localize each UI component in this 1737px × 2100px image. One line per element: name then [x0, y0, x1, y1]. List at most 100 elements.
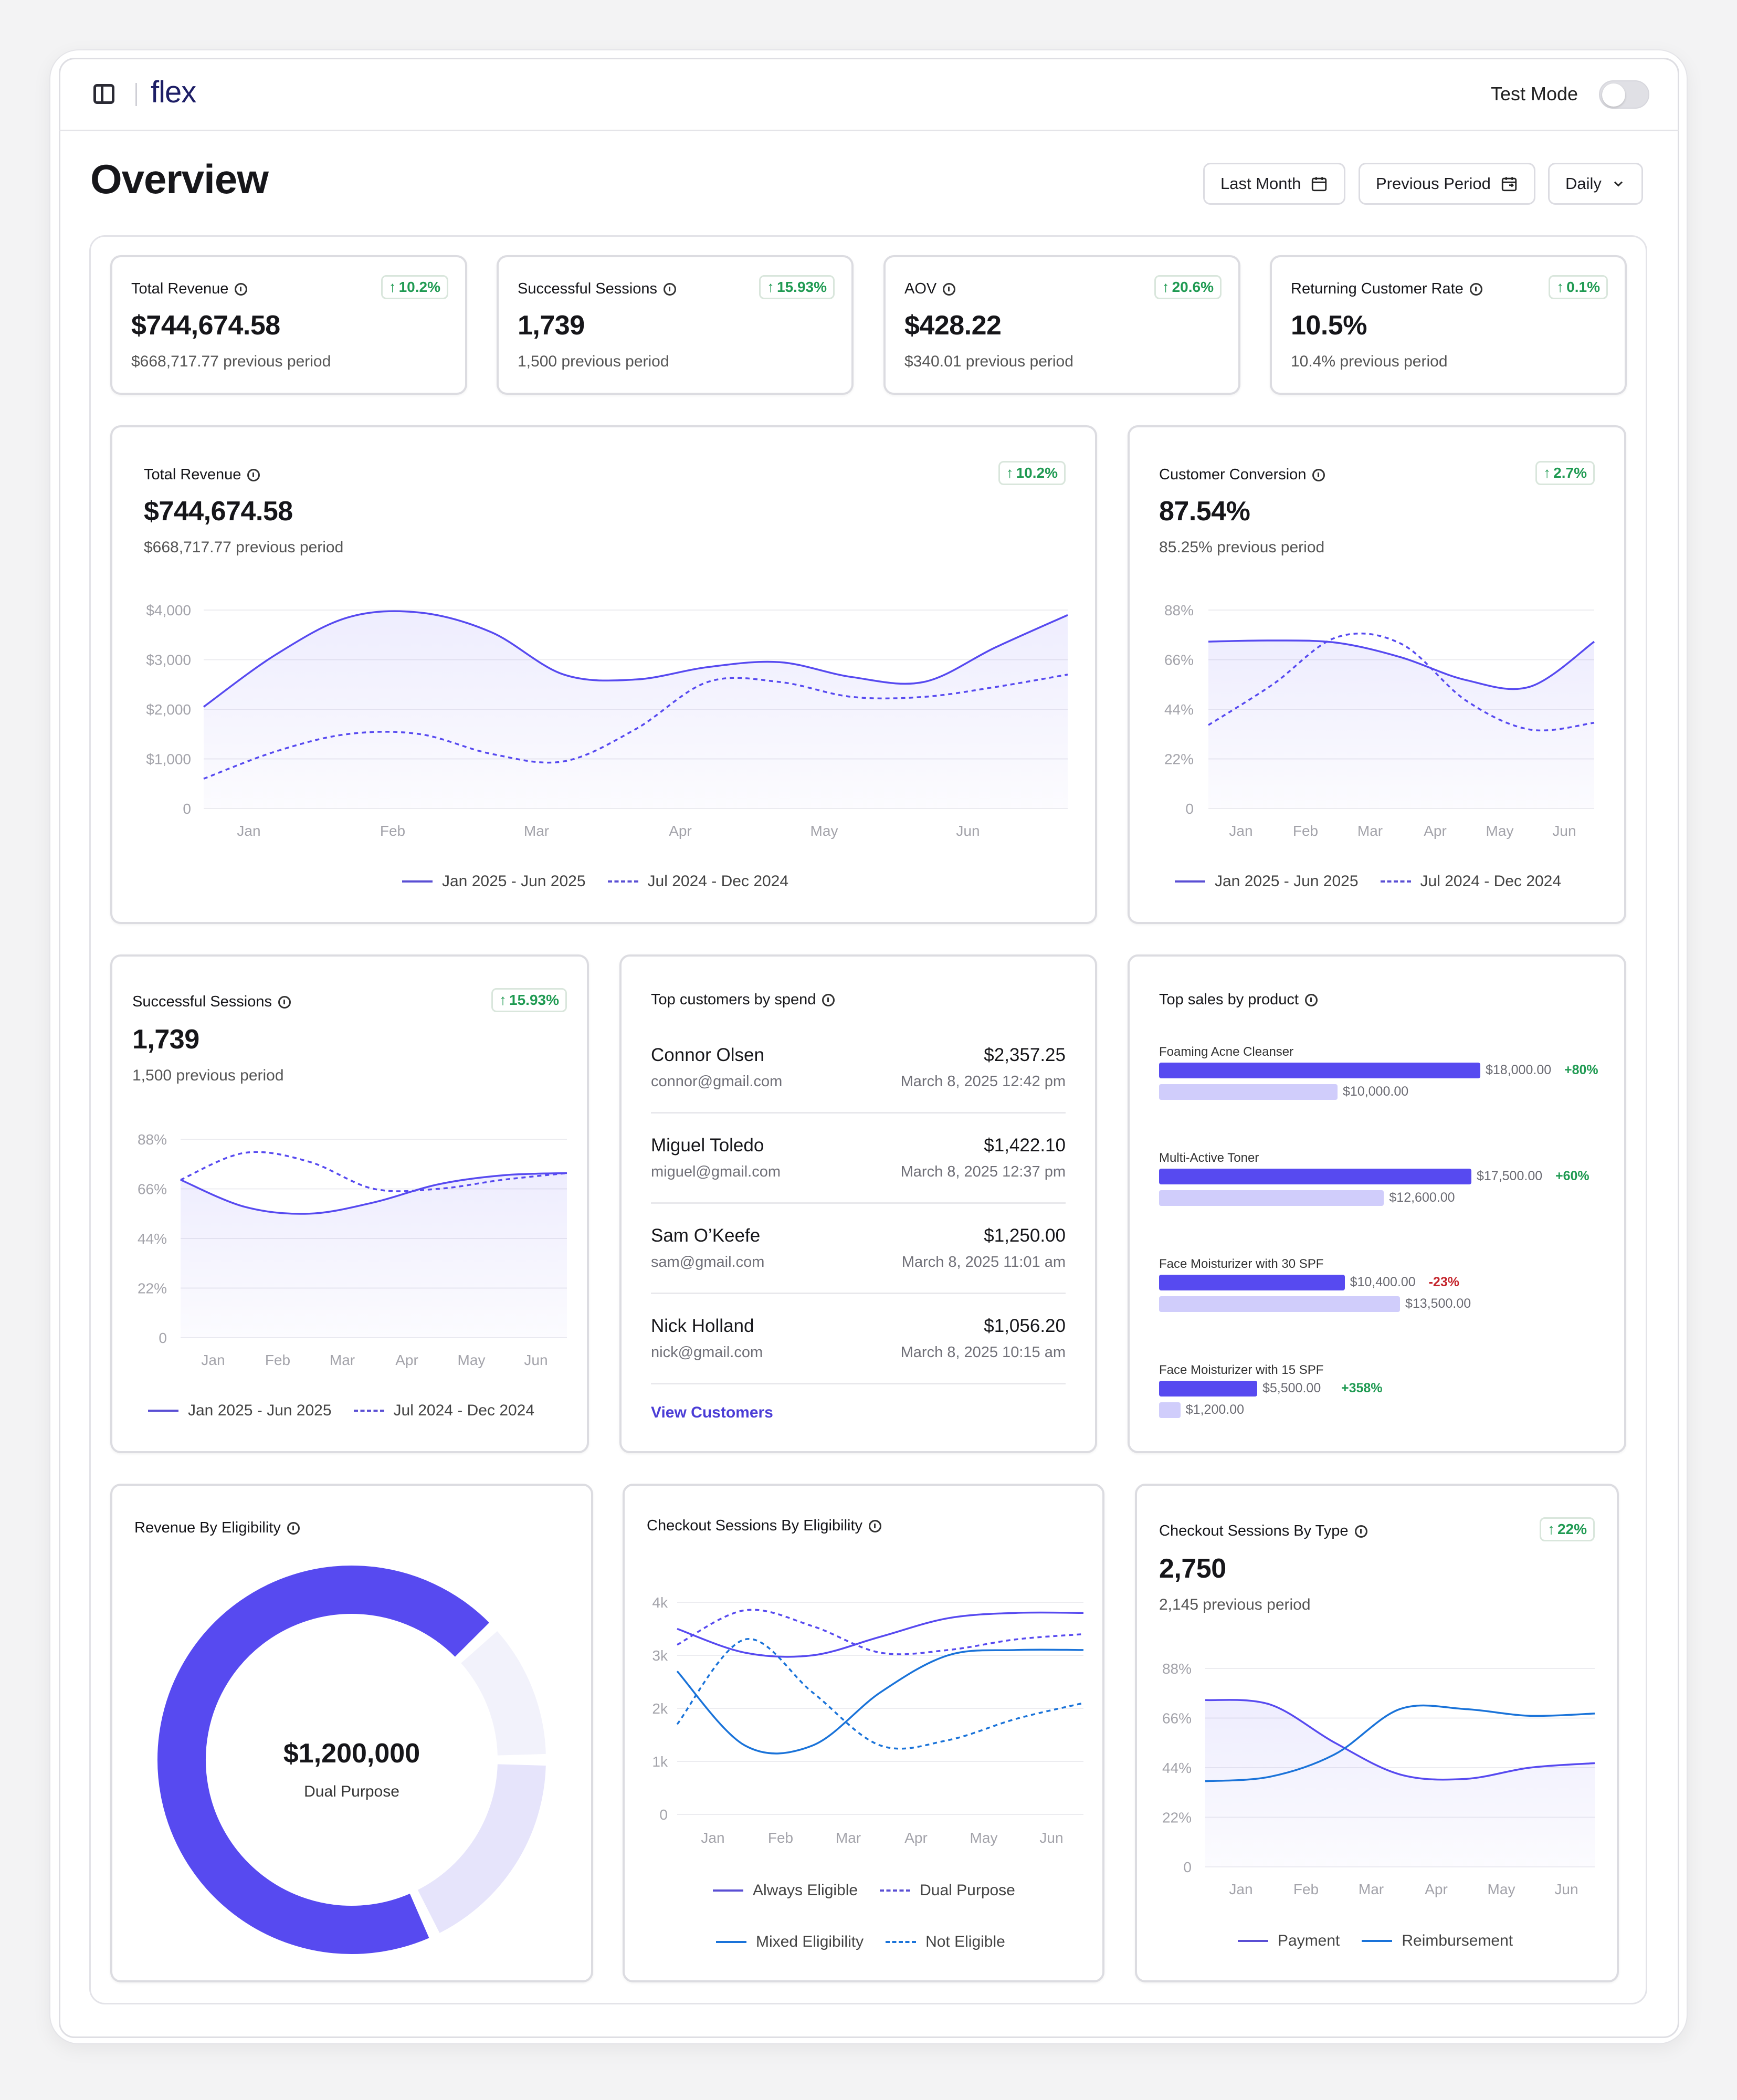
chart-value: 2,750	[1159, 1553, 1226, 1584]
customer-name[interactable]: Connor Olsen	[651, 1045, 764, 1065]
x-tick-label: Feb	[380, 823, 405, 839]
product-bar-previous[interactable]	[1159, 1402, 1181, 1418]
granularity-select[interactable]: Daily	[1548, 163, 1643, 205]
calendar-icon	[1312, 177, 1327, 192]
series-line-jul-2024-dec-2024[interactable]	[180, 1151, 567, 1192]
info-icon[interactable]	[943, 282, 956, 296]
customer-date: March 8, 2025 12:37 pm	[900, 1163, 1066, 1180]
checkout-eligibility-card: Checkout Sessions By Eligibility 0 1k 2k 3k…	[623, 1484, 1104, 1982]
chart-label-text: Checkout Sessions By Type	[1159, 1522, 1349, 1539]
product-current-value: $18,000.00	[1486, 1063, 1552, 1077]
x-tick-label: Mar	[1357, 823, 1383, 839]
product-bar-previous[interactable]	[1159, 1296, 1400, 1312]
info-icon[interactable]	[1469, 282, 1482, 296]
y-tick-label: 44%	[1164, 701, 1194, 718]
arrow-up-icon: ↑	[388, 279, 396, 295]
product-previous-value: $10,000.00	[1343, 1084, 1409, 1099]
chart-label-text: Checkout Sessions By Eligibility	[647, 1517, 863, 1534]
page-title: Overview	[90, 156, 269, 202]
kpi-label: Returning Customer Rate	[1291, 280, 1482, 298]
product-bar-current[interactable]	[1159, 1381, 1257, 1396]
info-icon[interactable]	[247, 468, 260, 481]
change-badge: ↑ 10.2%	[381, 275, 448, 299]
view-customers-link[interactable]: View Customers	[651, 1404, 773, 1421]
x-tick-label: May	[1486, 823, 1514, 839]
series-line-jan-2025-jun-2025[interactable]	[203, 610, 1068, 708]
chart-label: Customer Conversion	[1159, 466, 1325, 484]
series-line-mixed-eligibility[interactable]	[676, 1648, 1084, 1755]
donut-slice-3[interactable]	[417, 1763, 546, 1933]
x-tick-label: Apr	[395, 1352, 418, 1368]
chart-label: Revenue By Eligibility	[134, 1519, 300, 1537]
sidebar-toggle-icon[interactable]	[93, 84, 114, 104]
y-tick-label: 88%	[1164, 602, 1194, 618]
series-line-always-eligible[interactable]	[677, 1611, 1084, 1658]
chart-value: 1,739	[132, 1024, 199, 1055]
info-icon[interactable]	[1312, 468, 1325, 481]
y-tick-label: 0	[159, 1330, 167, 1346]
x-tick-label: Feb	[1293, 1881, 1319, 1897]
compare-period-button[interactable]: Previous Period	[1359, 163, 1535, 205]
chart-legend: Mixed Eligibility Not Eligible	[716, 1933, 1005, 1951]
product-current-value: $5,500.00	[1262, 1381, 1321, 1395]
chart-legend: Payment Reimbursement	[1238, 1932, 1513, 1950]
customer-name[interactable]: Nick Holland	[651, 1316, 754, 1336]
product-name: Face Moisturizer with 15 SPF	[1159, 1363, 1324, 1377]
series-line-payment[interactable]	[1205, 1699, 1595, 1781]
customer-conversion-chart-card: Customer Conversion ↑ 2.7% 87.54% 85.25% …	[1128, 425, 1626, 924]
x-tick-label: Jun	[524, 1352, 548, 1368]
test-mode-toggle[interactable]	[1599, 80, 1649, 109]
change-value: 0.1%	[1566, 279, 1600, 295]
product-change: +358%	[1341, 1381, 1383, 1395]
checkout-type-card: Checkout Sessions By Type ↑ 22% 2,750 2,1…	[1135, 1484, 1619, 1982]
product-bar-previous[interactable]	[1159, 1084, 1338, 1100]
chart-previous: 2,145 previous period	[1159, 1596, 1311, 1613]
series-line-dual-purpose[interactable]	[677, 1609, 1084, 1655]
series-line-jan-2025-jun-2025[interactable]	[180, 1172, 567, 1215]
change-badge: ↑ 0.1%	[1549, 275, 1608, 299]
kpi-card-returning-customer-rate: Returning Customer Rate ↑ 0.1% 10.5% 10.4…	[1270, 255, 1627, 395]
kpi-value: 10.5%	[1291, 310, 1367, 341]
info-icon[interactable]	[869, 1519, 882, 1532]
y-tick-label: 3k	[652, 1647, 668, 1664]
info-icon[interactable]	[1354, 1525, 1367, 1538]
arrow-up-icon: ↑	[1543, 465, 1551, 481]
info-icon[interactable]	[663, 282, 676, 296]
product-bar-previous[interactable]	[1159, 1190, 1384, 1206]
product-bar-current[interactable]	[1159, 1275, 1345, 1290]
info-icon[interactable]	[278, 995, 291, 1009]
info-icon[interactable]	[822, 993, 835, 1006]
info-icon[interactable]	[287, 1521, 300, 1535]
series-line-jan-2025-jun-2025[interactable]	[1208, 639, 1595, 690]
customer-name[interactable]: Miguel Toledo	[651, 1135, 764, 1156]
product-bar-current[interactable]	[1159, 1169, 1471, 1184]
legend-reimbursement: Reimbursement	[1402, 1932, 1513, 1949]
y-tick-label: $2,000	[146, 701, 191, 718]
series-line-jul-2024-dec-2024[interactable]	[203, 674, 1068, 780]
y-tick-label: 88%	[1162, 1661, 1192, 1677]
info-icon[interactable]	[1304, 993, 1318, 1006]
y-tick-label: $3,000	[146, 652, 191, 668]
customer-email: nick@gmail.com	[651, 1344, 763, 1361]
legend-dual-purpose: Dual Purpose	[920, 1882, 1015, 1899]
revenue-eligibility-donut	[157, 1566, 546, 1954]
legend-swatch-reimbursement	[1362, 1940, 1393, 1942]
series-line-reimbursement[interactable]	[1205, 1704, 1595, 1782]
series-area-fill	[204, 611, 1068, 808]
header-divider	[135, 83, 137, 106]
y-tick-label: 0	[1183, 1859, 1192, 1875]
date-range-button[interactable]: Last Month	[1203, 163, 1346, 205]
legend-payment: Payment	[1278, 1932, 1340, 1949]
product-bar-current[interactable]	[1159, 1063, 1480, 1078]
info-icon[interactable]	[235, 282, 248, 296]
successful-sessions-line-chart: 0 22% 44% 66% 88% Jan Feb Mar Apr May Jun	[138, 1131, 567, 1368]
customer-name[interactable]: Sam O’Keefe	[651, 1225, 761, 1246]
series-line-jul-2024-dec-2024[interactable]	[1208, 632, 1595, 732]
y-tick-label: 66%	[1164, 652, 1194, 668]
donut-slice-1[interactable]	[157, 1566, 489, 1954]
x-tick-label: May	[970, 1830, 998, 1846]
donut-slice-2[interactable]	[460, 1631, 546, 1756]
legend-not-eligible: Not Eligible	[925, 1933, 1005, 1950]
series-line-not-eligible[interactable]	[676, 1638, 1084, 1750]
product-name: Foaming Acne Cleanser	[1159, 1045, 1294, 1059]
